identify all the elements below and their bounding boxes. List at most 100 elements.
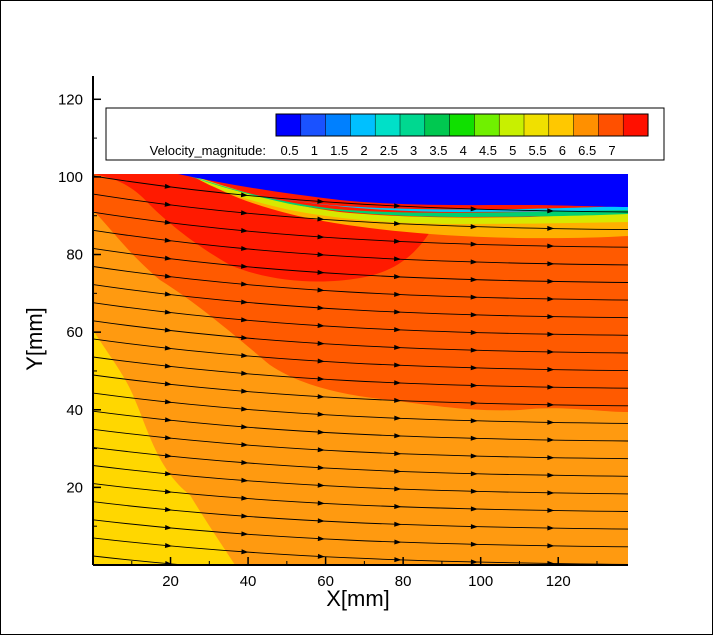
colorbar-swatch: [548, 113, 575, 137]
streamline-arrow: [547, 367, 555, 373]
streamline-arrow: [470, 471, 478, 477]
streamline-arrow: [241, 424, 249, 430]
streamline-arrow: [547, 455, 555, 461]
streamline-arrow: [547, 331, 555, 337]
streamline: [93, 193, 628, 231]
x-tick-label: 120: [546, 573, 571, 590]
axes: 20 40 60 80 100 120 20 40 60 80 100 120: [58, 76, 628, 590]
colorbar-frame: [275, 113, 649, 137]
streamline-arrow: [470, 312, 478, 318]
streamline-arrow: [317, 376, 325, 382]
streamline-arrow: [547, 525, 555, 531]
streamline-arrow: [241, 388, 249, 394]
streamline-arrow: [240, 299, 249, 305]
y-tick-label: 60: [66, 324, 83, 341]
streamline-arrow: [164, 201, 172, 207]
colorbar-tick-label: 7: [608, 143, 615, 158]
streamline-arrow: [317, 536, 325, 542]
streamline: [93, 501, 628, 530]
streamline-arrow: [240, 263, 249, 269]
streamline: [93, 428, 628, 460]
streamline-arrow: [317, 216, 325, 222]
streamline-arrow: [164, 255, 172, 261]
streamline-arrow: [394, 309, 402, 315]
streamline-arrow: [394, 504, 402, 510]
streamline-arrow: [241, 495, 249, 501]
streamline-arrow: [547, 225, 555, 231]
streamline-arrow: [240, 228, 249, 234]
streamline-arrow: [547, 384, 555, 390]
streamline-arrow: [470, 488, 478, 494]
colorbar-swatch: [622, 113, 649, 137]
streamline-arrow: [317, 500, 325, 506]
y-tick-label: 80: [66, 247, 83, 264]
streamline-arrow: [241, 442, 249, 448]
colorbar-tick-label: 5.5: [529, 143, 547, 158]
streamline-arrow: [470, 559, 478, 565]
streamline-arrow: [241, 406, 249, 412]
streamline-arrow: [164, 273, 172, 279]
streamlines: [93, 175, 628, 565]
streamline: [93, 320, 628, 354]
streamline-arrow: [164, 327, 172, 333]
streamline-arrow: [317, 447, 325, 453]
streamline-arrow: [164, 453, 173, 459]
y-tick-label: 120: [58, 91, 83, 108]
streamline-arrow: [393, 203, 402, 209]
streamline-arrow: [317, 269, 325, 275]
streamline-arrow: [317, 198, 325, 204]
y-tick-label: 40: [66, 402, 83, 419]
streamline-arrow: [241, 477, 249, 483]
colorbar-swatch: [449, 113, 475, 137]
streamline: [93, 229, 628, 266]
colorbar-swatch: [573, 113, 599, 137]
streamline-arrow: [164, 309, 172, 315]
x-tick-label: 100: [468, 573, 493, 590]
streamline-arrow: [470, 259, 478, 265]
streamline-arrow: [394, 539, 402, 545]
streamline-arrow: [393, 256, 402, 262]
streamline: [93, 555, 189, 565]
streamline-arrow: [547, 402, 555, 408]
streamline-arrow: [317, 340, 325, 346]
colorbar-tick-label: 0.5: [281, 143, 299, 158]
streamline-arrow: [317, 358, 325, 364]
colorbar-tick-label: 3: [410, 143, 417, 158]
streamline-arrow: [317, 394, 325, 400]
streamline-arrow: [394, 415, 402, 421]
streamline: [93, 483, 628, 512]
streamline-arrow: [394, 327, 402, 333]
streamline-arrow: [241, 513, 249, 519]
streamline-arrow: [547, 472, 555, 478]
streamline-arrow: [317, 287, 325, 293]
shear-layer-yellow: [190, 174, 628, 224]
shear-layer-cyan: [182, 174, 628, 212]
streamline-arrow: [470, 435, 478, 441]
streamline-arrow: [547, 208, 555, 214]
y-axis-label: Y[mm]: [22, 307, 47, 371]
streamline-arrow: [394, 380, 402, 386]
streamline-arrow: [547, 261, 555, 267]
streamline-arrow: [164, 291, 172, 297]
streamline-arrow: [470, 347, 478, 353]
streamline-arrow: [164, 237, 172, 243]
streamline-arrow: [547, 490, 555, 496]
colorbar-tick-label: 5: [509, 143, 516, 158]
streamline: [93, 392, 628, 424]
streamline-arrow: [393, 238, 402, 244]
colorbar-swatch: [474, 113, 500, 137]
streamline-arrow: [241, 352, 249, 358]
streamline: [93, 302, 628, 336]
x-tick-label: 80: [395, 573, 412, 590]
streamline-arrow: [547, 314, 555, 320]
streamline-arrow: [164, 219, 172, 225]
streamline-arrow: [164, 345, 172, 351]
colorbar-swatch: [374, 113, 401, 137]
streamline-arrow: [241, 460, 249, 465]
streamline-arrow: [470, 241, 478, 247]
colorbar-tick-label: 2.5: [380, 143, 398, 158]
streamline-arrow: [317, 323, 325, 329]
streamline: [93, 211, 628, 248]
y-tick-label: 20: [66, 479, 83, 496]
x-axis-label: X[mm]: [326, 586, 390, 611]
